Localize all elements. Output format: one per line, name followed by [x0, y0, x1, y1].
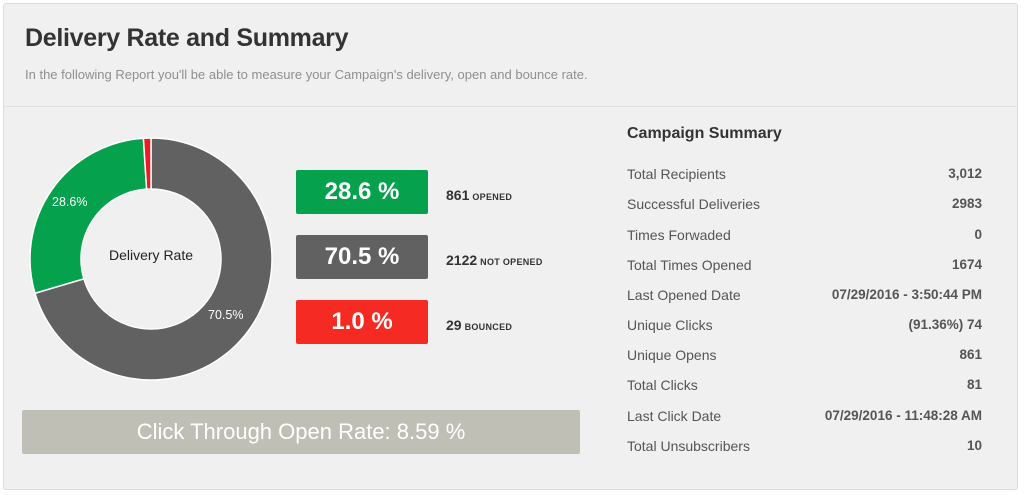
- summary-row-unique-opens: Unique Opens 861: [627, 347, 982, 367]
- summary-value: 07/29/2016 - 11:48:28 AM: [824, 408, 982, 423]
- donut-center-label: Delivery Rate: [108, 247, 194, 263]
- summary-row-total-times-opened: Total Times Opened 1674: [627, 257, 982, 277]
- summary-row-last-opened-date: Last Opened Date 07/29/2016 - 3:50:44 PM: [627, 287, 982, 307]
- summary-row-successful-deliveries: Successful Deliveries 2983: [627, 196, 982, 216]
- donut-hole: [81, 189, 221, 329]
- summary-value: 1674: [951, 257, 982, 272]
- summary-label: Unique Opens: [627, 347, 717, 363]
- page-title: Delivery Rate and Summary: [25, 24, 349, 52]
- summary-value: 2983: [951, 196, 982, 211]
- donut-svg: [29, 137, 273, 381]
- summary-label: Successful Deliveries: [627, 196, 761, 212]
- summary-row-total-clicks: Total Clicks 81: [627, 377, 982, 397]
- summary-value: 81: [966, 377, 982, 392]
- bounced-count-value: 29: [446, 317, 462, 333]
- not-opened-count: 2122 NOT OPENED: [446, 252, 543, 268]
- bounced-rate-box: 1.0 %: [296, 300, 428, 344]
- summary-value: 10: [966, 438, 982, 453]
- report-header: Delivery Rate and Summary In the followi…: [4, 4, 1017, 107]
- donut-not-opened-percent-label: 70.5%: [208, 308, 244, 322]
- summary-label: Total Clicks: [627, 377, 698, 393]
- click-through-open-rate-bar: Click Through Open Rate: 8.59 %: [22, 410, 580, 454]
- bounced-caption: BOUNCED: [464, 322, 513, 332]
- summary-value: (91.36%) 74: [908, 317, 982, 332]
- summary-row-total-unsubscribers: Total Unsubscribers 10: [627, 438, 982, 458]
- summary-label: Total Times Opened: [627, 257, 752, 273]
- donut-slice-opened: [29, 137, 148, 295]
- summary-value: 0: [974, 227, 982, 242]
- opened-count-value: 861: [446, 187, 470, 203]
- donut-opened-percent-label: 28.6%: [52, 195, 88, 209]
- donut-slice-bounced: [142, 137, 152, 190]
- not-opened-caption: NOT OPENED: [480, 257, 543, 267]
- delivery-rate-donut-chart: Delivery Rate 28.6% 70.5%: [26, 134, 276, 384]
- summary-value: 07/29/2016 - 3:50:44 PM: [831, 287, 982, 302]
- bounced-count: 29 BOUNCED: [446, 317, 512, 333]
- summary-label: Times Forwaded: [627, 227, 731, 243]
- page-subtitle: In the following Report you'll be able t…: [25, 67, 588, 82]
- summary-row-total-recipients: Total Recipients 3,012: [627, 166, 982, 186]
- summary-label: Total Unsubscribers: [627, 438, 750, 454]
- summary-label: Last Click Date: [627, 408, 722, 424]
- summary-value: 3,012: [948, 166, 982, 181]
- summary-row-times-forwarded: Times Forwaded 0: [627, 227, 982, 247]
- summary-label: Last Opened Date: [627, 287, 741, 303]
- opened-count: 861 OPENED: [446, 187, 512, 203]
- opened-rate-box: 28.6 %: [296, 170, 428, 214]
- summary-label: Unique Clicks: [627, 317, 713, 333]
- summary-row-last-click-date: Last Click Date 07/29/2016 - 11:48:28 AM: [627, 408, 982, 428]
- donut-slice-not-opened: [34, 137, 273, 381]
- summary-row-unique-clicks: Unique Clicks (91.36%) 74: [627, 317, 982, 337]
- campaign-summary-title: Campaign Summary: [627, 125, 782, 142]
- not-opened-rate-box: 70.5 %: [296, 235, 428, 279]
- summary-value: 861: [959, 347, 982, 362]
- summary-label: Total Recipients: [627, 166, 726, 182]
- opened-caption: OPENED: [472, 192, 513, 202]
- not-opened-count-value: 2122: [446, 252, 478, 268]
